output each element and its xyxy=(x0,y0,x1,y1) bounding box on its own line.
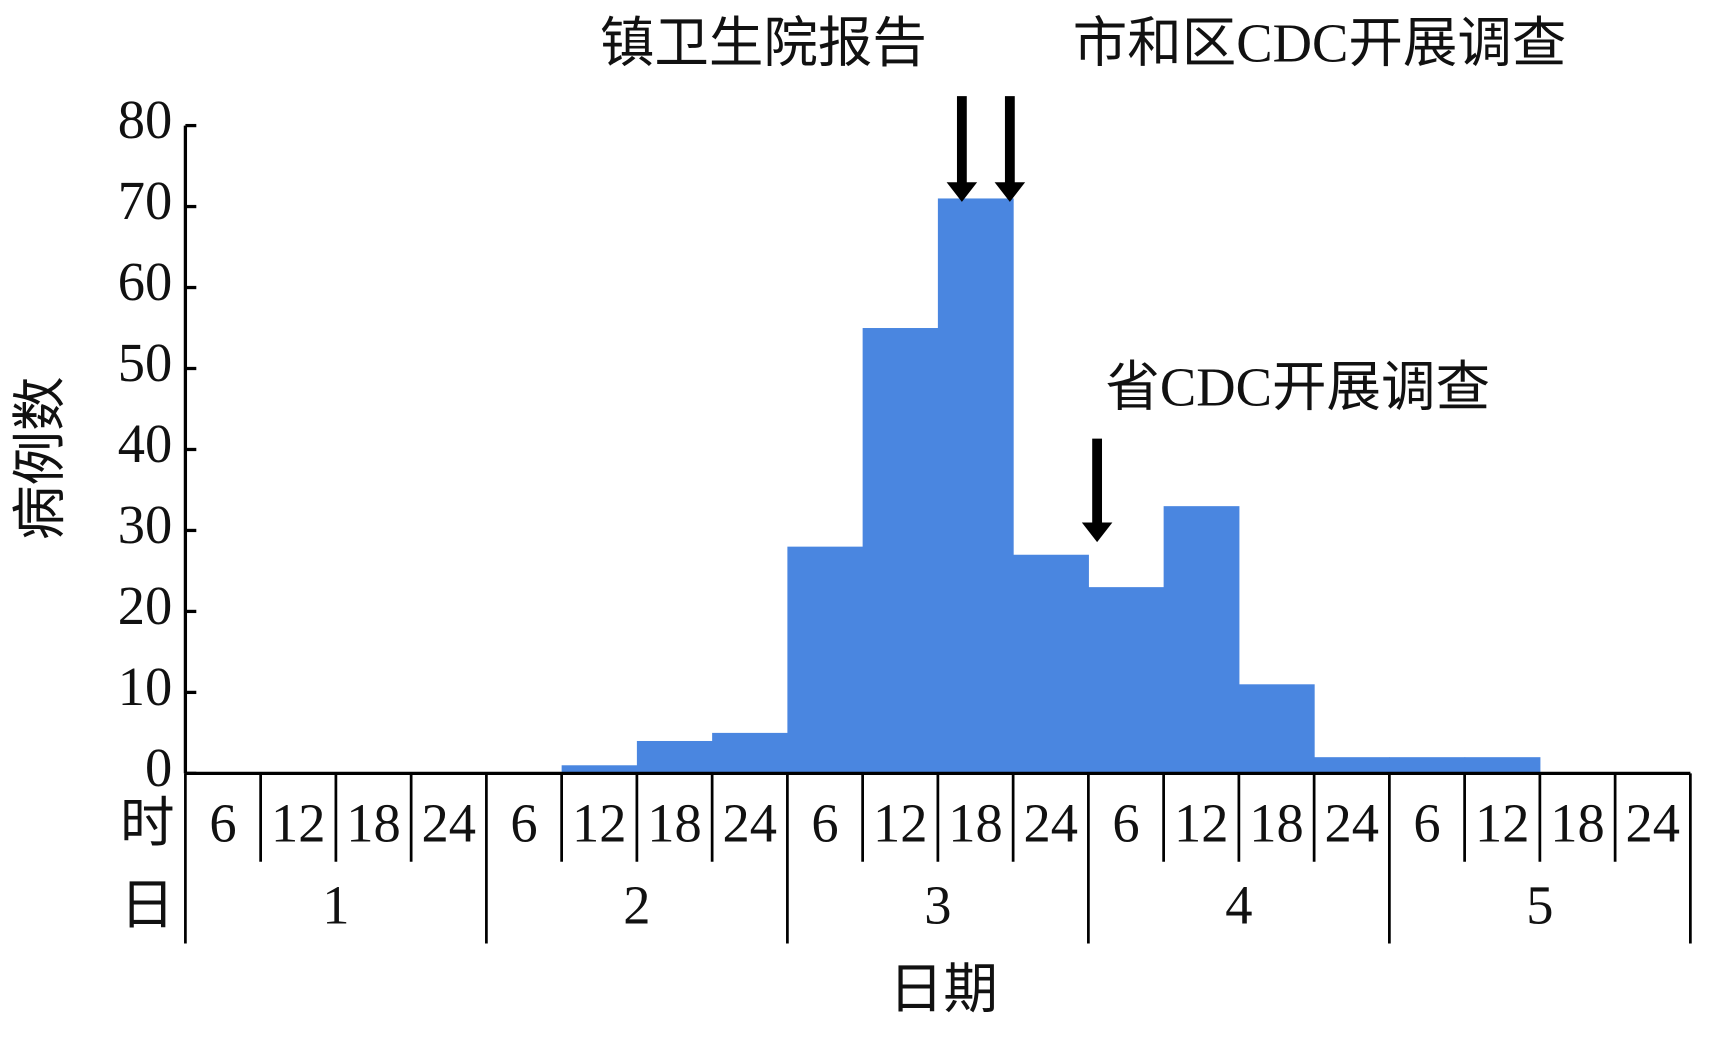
annotation: 市和区CDC开展调查 xyxy=(1073,13,1567,74)
arrow-head xyxy=(946,182,978,202)
day-label: 4 xyxy=(1225,874,1252,935)
bar xyxy=(1013,554,1089,774)
x-tick-label: 24 xyxy=(422,793,477,854)
bar xyxy=(1088,587,1165,774)
annotation: 省CDC开展调查 xyxy=(1105,356,1490,417)
bar xyxy=(937,198,1014,774)
day-label: 1 xyxy=(322,874,349,935)
x-tick-label: 24 xyxy=(1324,793,1379,854)
x-tick-label: 24 xyxy=(1625,793,1680,854)
y-tick-label: 70 xyxy=(118,170,173,231)
x-tick-label: 18 xyxy=(948,793,1003,854)
bar xyxy=(1163,506,1240,774)
x-tick-label: 18 xyxy=(1249,793,1304,854)
bar xyxy=(1238,684,1315,774)
y-tick-label: 50 xyxy=(118,332,173,393)
x-tick-label: 12 xyxy=(271,793,326,854)
annotation: 镇卫生院报告 xyxy=(600,13,927,74)
day-label: 2 xyxy=(623,874,650,935)
x-tick-label: 12 xyxy=(572,793,627,854)
x-tick-label: 6 xyxy=(811,793,838,854)
y-tick-label: 20 xyxy=(118,575,173,636)
x-tick-label: 6 xyxy=(510,793,537,854)
y-tick-label: 10 xyxy=(118,656,173,717)
day-label: 3 xyxy=(924,874,951,935)
x-tick-label: 18 xyxy=(647,793,702,854)
x-tick-label: 24 xyxy=(1023,793,1078,854)
x-tick-label: 6 xyxy=(1413,793,1440,854)
y-axis-label: 病例数 xyxy=(9,376,70,540)
bar xyxy=(862,328,939,774)
day-row-label: 日 xyxy=(120,874,175,935)
bar xyxy=(1389,757,1466,774)
y-tick-label: 30 xyxy=(118,494,173,555)
bar xyxy=(787,546,864,774)
bar xyxy=(1464,757,1541,774)
bar xyxy=(561,765,638,774)
bar xyxy=(636,740,713,774)
x-tick-label: 12 xyxy=(1475,793,1530,854)
y-tick-label: 40 xyxy=(118,413,173,474)
bar xyxy=(712,732,788,774)
x-tick-label: 18 xyxy=(346,793,401,854)
y-tick-label: 80 xyxy=(118,89,173,150)
day-label: 5 xyxy=(1526,874,1553,935)
x-tick-label: 12 xyxy=(1174,793,1229,854)
x-tick-label: 18 xyxy=(1550,793,1605,854)
bar xyxy=(1314,757,1390,774)
x-tick-label: 6 xyxy=(1112,793,1139,854)
y-tick-label: 60 xyxy=(118,251,173,312)
arrow-head xyxy=(994,182,1026,202)
x-axis-label: 日期 xyxy=(889,958,998,1019)
arrow-head xyxy=(1081,522,1113,543)
y-tick-label: 0 xyxy=(145,737,172,798)
hour-row-label: 时 xyxy=(120,793,175,854)
x-tick-label: 6 xyxy=(209,793,236,854)
x-tick-label: 24 xyxy=(723,793,778,854)
x-tick-label: 12 xyxy=(873,793,928,854)
